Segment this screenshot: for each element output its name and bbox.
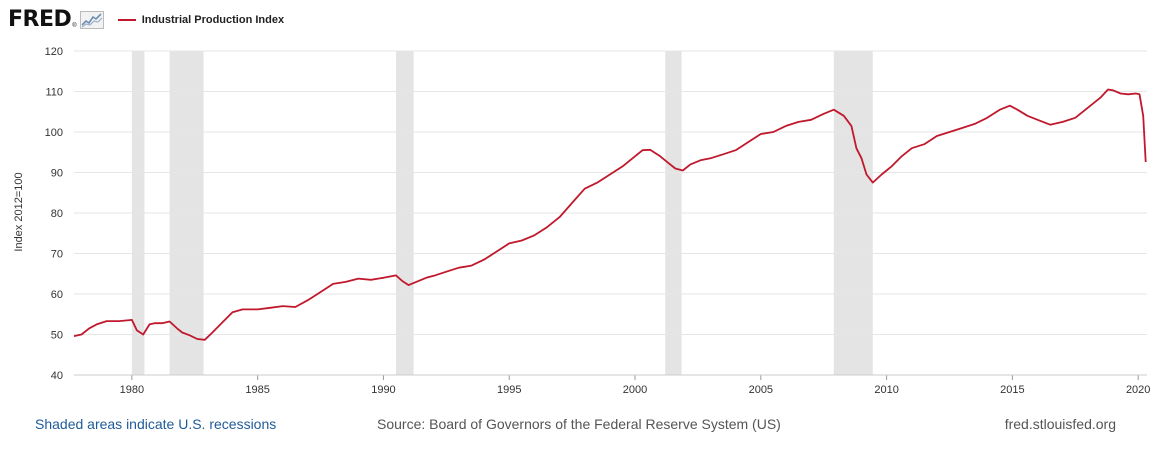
- fred-logo[interactable]: FRED ®: [8, 6, 104, 34]
- x-tick-label-2005: 2005: [749, 384, 773, 396]
- y-tick-label-80: 80: [51, 208, 63, 220]
- x-tick-label-2015: 2015: [1000, 384, 1024, 396]
- x-tick-label-1980: 1980: [120, 384, 144, 396]
- recession-note-link[interactable]: Shaded areas indicate U.S. recessions: [35, 416, 277, 432]
- registered-mark: ®: [72, 23, 77, 29]
- x-tick-label-2010: 2010: [874, 384, 898, 396]
- legend-swatch: [117, 19, 136, 21]
- y-tick-label-110: 110: [45, 87, 63, 99]
- x-axis-ticks: 1980 1985 1990 1995 2000 2005 2010 2015 2020: [120, 375, 1150, 396]
- y-axis-ticks: 40 50 60 70 80 90 100 110 120: [45, 46, 63, 382]
- line-chart[interactable]: 40 50 60 70 80 90 100 110 120 1980 1985 1990 1995 20…: [0, 0, 1168, 410]
- series-line-0[interactable]: [73, 88, 1147, 341]
- y-tick-label-120: 120: [45, 46, 63, 58]
- fred-site-link[interactable]: fred.stlouisfed.org: [1004, 416, 1116, 432]
- y-axis-label: Index 2012=100: [13, 172, 25, 251]
- y-tick-label-90: 90: [51, 168, 63, 180]
- fred-logo-text: FRED: [8, 7, 72, 32]
- y-tick-label-40: 40: [51, 370, 63, 382]
- chart-header: FRED ® Industrial Production Index: [8, 6, 284, 34]
- y-tick-label-100: 100: [45, 127, 63, 139]
- source-note: Source: Board of Governors of the Federa…: [377, 416, 781, 432]
- x-tick-label-2020: 2020: [1126, 384, 1150, 396]
- chart-legend[interactable]: Industrial Production Index: [117, 14, 285, 26]
- y-tick-label-70: 70: [51, 249, 63, 261]
- legend-label: Industrial Production Index: [141, 14, 285, 26]
- x-tick-label-1990: 1990: [371, 384, 395, 396]
- series-layer: [73, 88, 1147, 341]
- line-chart-icon: [79, 11, 104, 29]
- chart-footer: Shaded areas indicate U.S. recessions So…: [0, 416, 1168, 438]
- y-gridlines: [74, 50, 1147, 376]
- x-tick-label-1985: 1985: [245, 384, 269, 396]
- y-tick-label-50: 50: [51, 330, 63, 342]
- x-tick-label-1995: 1995: [497, 384, 521, 396]
- y-tick-label-60: 60: [51, 289, 63, 301]
- x-tick-label-2000: 2000: [623, 384, 647, 396]
